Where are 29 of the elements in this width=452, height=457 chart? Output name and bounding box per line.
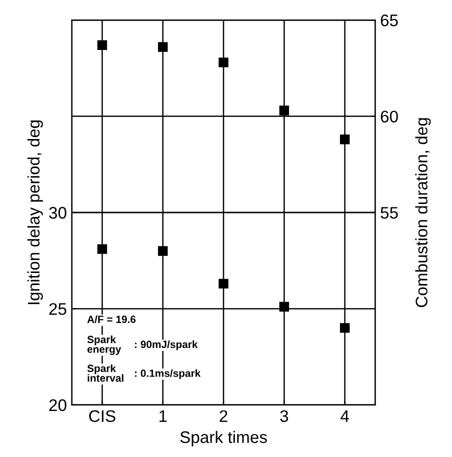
point [218, 278, 228, 289]
point [158, 42, 168, 52]
point [279, 302, 290, 312]
x-tick-label: 4 [340, 410, 349, 422]
point [340, 134, 350, 144]
y2-tick-label: 65 [380, 14, 398, 26]
point [97, 244, 108, 254]
point [97, 40, 108, 50]
annotation: A/F = 19.6 [87, 315, 136, 324]
y2-axis-title: Combustion duration, deg [415, 118, 431, 308]
x-tick-label: 1 [159, 410, 167, 422]
annotation: : 0.1ms/spark [135, 369, 201, 379]
x-tick-label: CIS [89, 410, 116, 422]
x-axis-title: Spark times [180, 430, 267, 446]
annotation: Spark interval [87, 364, 124, 382]
y-tick-label: 30 [49, 206, 66, 219]
point [218, 58, 228, 68]
annotation: Spark energy [87, 336, 122, 355]
x-tick-label: 2 [220, 410, 228, 422]
y2-tick-label: 55 [380, 207, 398, 219]
point [279, 106, 290, 116]
point [340, 323, 350, 333]
y-axis-title: Ignition delay period, deg [27, 120, 43, 304]
annotation: : 90mJ/spark [135, 340, 198, 350]
y-tick-label: 20 [49, 399, 66, 412]
y-tick-label: 25 [49, 303, 66, 315]
point [158, 246, 168, 256]
y2-tick-label: 60 [380, 110, 398, 123]
x-tick-label: 3 [280, 410, 288, 422]
